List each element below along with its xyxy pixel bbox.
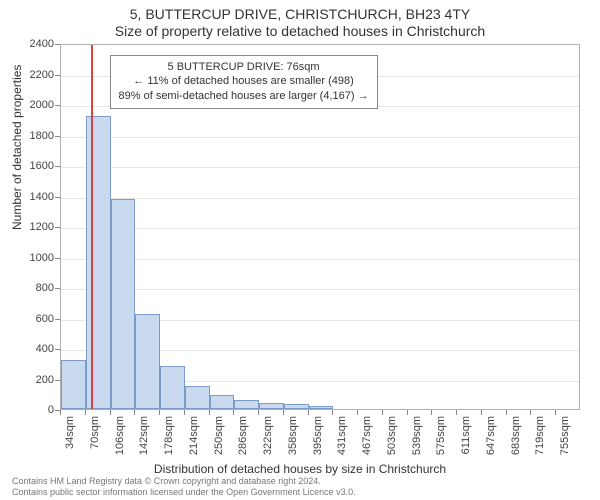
x-tick-label: 683sqm — [510, 416, 522, 455]
y-tick-mark — [55, 75, 60, 76]
y-tick-label: 2400 — [30, 38, 54, 50]
y-tick-label: 600 — [36, 313, 54, 325]
annotation-box: 5 BUTTERCUP DRIVE: 76sqm← 11% of detache… — [110, 55, 378, 110]
chart-title: 5, BUTTERCUP DRIVE, CHRISTCHURCH, BH23 4… — [0, 0, 600, 40]
title-line-1: 5, BUTTERCUP DRIVE, CHRISTCHURCH, BH23 4… — [0, 6, 600, 23]
gridline — [61, 167, 579, 168]
y-tick-mark — [55, 44, 60, 45]
y-tick-mark — [55, 197, 60, 198]
x-tick-label: 647sqm — [485, 416, 497, 455]
x-tick-label: 70sqm — [89, 416, 101, 449]
x-tick-mark — [110, 410, 111, 415]
figure: 5, BUTTERCUP DRIVE, CHRISTCHURCH, BH23 4… — [0, 0, 600, 500]
gridline — [61, 259, 579, 260]
x-tick-mark — [283, 410, 284, 415]
gridline — [61, 137, 579, 138]
y-tick-label: 2200 — [30, 69, 54, 81]
x-tick-label: 395sqm — [312, 416, 324, 455]
histogram-bar — [234, 400, 259, 409]
y-tick-mark — [55, 166, 60, 167]
x-tick-label: 358sqm — [287, 416, 299, 455]
x-tick-mark — [332, 410, 333, 415]
property-marker-line — [91, 45, 93, 409]
histogram-bar — [160, 366, 185, 409]
histogram-bar — [111, 199, 136, 409]
y-tick-label: 400 — [36, 343, 54, 355]
x-tick-mark — [209, 410, 210, 415]
y-tick-label: 200 — [36, 374, 54, 386]
x-tick-label: 214sqm — [188, 416, 200, 455]
x-tick-label: 286sqm — [237, 416, 249, 455]
histogram-bar — [309, 406, 334, 409]
y-tick-mark — [55, 349, 60, 350]
x-tick-mark — [134, 410, 135, 415]
y-tick-mark — [55, 319, 60, 320]
x-tick-mark — [159, 410, 160, 415]
x-tick-label: 34sqm — [64, 416, 76, 449]
y-tick-label: 0 — [48, 404, 54, 416]
x-tick-label: 467sqm — [361, 416, 373, 455]
gridline — [61, 228, 579, 229]
x-tick-mark — [60, 410, 61, 415]
x-tick-mark — [481, 410, 482, 415]
histogram-bar — [61, 360, 86, 409]
x-tick-label: 503sqm — [386, 416, 398, 455]
x-tick-label: 575sqm — [435, 416, 447, 455]
x-tick-mark — [308, 410, 309, 415]
y-tick-mark — [55, 288, 60, 289]
y-tick-mark — [55, 258, 60, 259]
y-tick-label: 1800 — [30, 130, 54, 142]
x-tick-label: 719sqm — [534, 416, 546, 455]
annotation-line: 89% of semi-detached houses are larger (… — [119, 89, 369, 104]
x-tick-label: 142sqm — [138, 416, 150, 455]
y-tick-mark — [55, 136, 60, 137]
x-tick-label: 322sqm — [262, 416, 274, 455]
x-tick-label: 250sqm — [213, 416, 225, 455]
x-tick-label: 539sqm — [411, 416, 423, 455]
y-tick-label: 2000 — [30, 99, 54, 111]
x-axis-label: Distribution of detached houses by size … — [0, 462, 600, 476]
x-tick-mark — [555, 410, 556, 415]
x-tick-mark — [407, 410, 408, 415]
gridline — [61, 289, 579, 290]
y-tick-label: 800 — [36, 282, 54, 294]
y-tick-label: 1000 — [30, 252, 54, 264]
histogram-bar — [185, 386, 210, 409]
footer-attribution: Contains HM Land Registry data © Crown c… — [12, 476, 356, 498]
x-tick-mark — [506, 410, 507, 415]
x-tick-label: 178sqm — [163, 416, 175, 455]
y-axis-label: Number of detached properties — [10, 65, 24, 230]
annotation-line: ← 11% of detached houses are smaller (49… — [119, 74, 369, 89]
footer-line-1: Contains HM Land Registry data © Crown c… — [12, 476, 356, 487]
plot-wrap: 0200400600800100012001400160018002000220… — [60, 44, 580, 410]
x-tick-mark — [431, 410, 432, 415]
x-tick-mark — [233, 410, 234, 415]
x-tick-mark — [258, 410, 259, 415]
histogram-bar — [135, 314, 160, 409]
y-tick-label: 1600 — [30, 160, 54, 172]
gridline — [61, 198, 579, 199]
histogram-bar — [284, 404, 309, 409]
histogram-bar — [210, 395, 235, 409]
x-tick-label: 611sqm — [460, 416, 472, 454]
y-tick-mark — [55, 105, 60, 106]
x-tick-label: 431sqm — [336, 416, 348, 455]
y-tick-mark — [55, 380, 60, 381]
x-tick-mark — [184, 410, 185, 415]
histogram-bar — [259, 403, 284, 409]
x-tick-mark — [85, 410, 86, 415]
x-tick-mark — [530, 410, 531, 415]
x-tick-mark — [357, 410, 358, 415]
histogram-bar — [86, 116, 111, 409]
annotation-line: 5 BUTTERCUP DRIVE: 76sqm — [119, 60, 369, 75]
y-tick-mark — [55, 227, 60, 228]
footer-line-2: Contains public sector information licen… — [12, 487, 356, 498]
x-tick-mark — [382, 410, 383, 415]
x-tick-label: 755sqm — [559, 416, 571, 455]
y-tick-label: 1200 — [30, 221, 54, 233]
title-line-2: Size of property relative to detached ho… — [0, 23, 600, 40]
x-tick-label: 106sqm — [114, 416, 126, 455]
x-tick-mark — [456, 410, 457, 415]
y-tick-label: 1400 — [30, 191, 54, 203]
